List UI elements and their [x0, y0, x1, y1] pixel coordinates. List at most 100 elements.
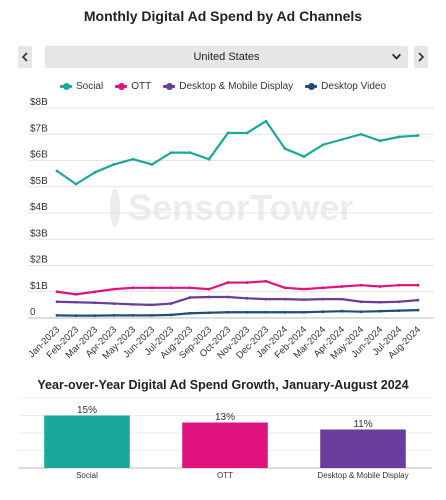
- data-point-social[interactable]: [416, 134, 420, 137]
- bar-ott[interactable]: [182, 422, 268, 469]
- data-point-ott[interactable]: [416, 283, 420, 287]
- data-point-desktop-video[interactable]: [378, 309, 382, 313]
- data-point-social[interactable]: [150, 163, 154, 166]
- data-point-desktop-video[interactable]: [207, 311, 211, 315]
- chevron-down-icon: [392, 53, 401, 60]
- data-point-social[interactable]: [321, 143, 325, 147]
- data-point-desktop-video[interactable]: [416, 308, 420, 312]
- data-point-desktop-video[interactable]: [169, 313, 173, 317]
- data-point-ott[interactable]: [169, 286, 173, 290]
- series-line-desktop-and-mobile-display[interactable]: [55, 295, 420, 306]
- data-point-desktop-and-mobile-display[interactable]: [359, 300, 363, 304]
- data-point-desktop-video[interactable]: [93, 314, 97, 318]
- series-line-desktop-video[interactable]: [55, 309, 420, 317]
- data-point-social[interactable]: [55, 169, 59, 173]
- data-point-social[interactable]: [131, 157, 135, 161]
- data-point-desktop-and-mobile-display[interactable]: [340, 297, 344, 301]
- data-point-social[interactable]: [226, 131, 230, 135]
- legend-item-social[interactable]: Social: [59, 81, 103, 92]
- data-point-ott[interactable]: [112, 287, 116, 291]
- data-point-desktop-and-mobile-display[interactable]: [207, 295, 211, 299]
- data-point-desktop-and-mobile-display[interactable]: [245, 296, 249, 300]
- data-point-ott[interactable]: [55, 290, 59, 294]
- series-line-social[interactable]: [55, 120, 420, 186]
- data-point-desktop-and-mobile-display[interactable]: [283, 297, 287, 301]
- data-point-ott[interactable]: [74, 292, 78, 296]
- data-point-desktop-video[interactable]: [74, 314, 78, 318]
- line-chart: 0$1B$2B$3B$4B$5B$6B$7B$8BJan-2023Feb-202…: [26, 98, 434, 362]
- country-select[interactable]: United States: [45, 46, 408, 68]
- data-point-social[interactable]: [359, 132, 363, 136]
- data-point-social[interactable]: [245, 131, 249, 135]
- y-tick-label: 0: [30, 307, 36, 318]
- data-point-ott[interactable]: [397, 283, 401, 287]
- data-point-desktop-video[interactable]: [302, 310, 306, 314]
- data-point-desktop-video[interactable]: [283, 310, 287, 314]
- data-point-desktop-video[interactable]: [150, 313, 154, 317]
- data-point-desktop-and-mobile-display[interactable]: [302, 298, 306, 302]
- data-point-social[interactable]: [207, 157, 211, 161]
- data-point-social[interactable]: [340, 138, 344, 141]
- data-point-desktop-and-mobile-display[interactable]: [169, 302, 173, 305]
- data-point-ott[interactable]: [131, 286, 135, 290]
- data-point-social[interactable]: [93, 170, 97, 174]
- data-point-ott[interactable]: [188, 286, 192, 290]
- bar-data-label: 15%: [77, 405, 97, 416]
- data-point-social[interactable]: [264, 119, 268, 123]
- data-point-desktop-and-mobile-display[interactable]: [93, 301, 97, 305]
- data-point-desktop-and-mobile-display[interactable]: [397, 300, 401, 304]
- data-point-ott[interactable]: [93, 290, 97, 294]
- data-point-social[interactable]: [283, 147, 287, 151]
- data-point-desktop-and-mobile-display[interactable]: [150, 303, 154, 307]
- next-button[interactable]: [414, 46, 428, 68]
- data-point-social[interactable]: [378, 139, 382, 143]
- data-point-desktop-and-mobile-display[interactable]: [416, 298, 420, 302]
- data-point-ott[interactable]: [245, 281, 249, 284]
- bar-desktop-and-mobile-display[interactable]: [320, 429, 406, 469]
- data-point-desktop-and-mobile-display[interactable]: [188, 296, 192, 299]
- data-point-social[interactable]: [302, 155, 306, 158]
- data-point-social[interactable]: [169, 151, 173, 155]
- data-point-ott[interactable]: [207, 287, 211, 291]
- data-point-desktop-video[interactable]: [131, 313, 135, 317]
- legend-item-desktop-video[interactable]: Desktop Video: [305, 81, 386, 92]
- legend-item-desktop-and-mobile-display[interactable]: Desktop & Mobile Display: [163, 81, 293, 92]
- data-point-ott[interactable]: [321, 286, 325, 290]
- legend-label: OTT: [131, 80, 152, 92]
- series-line-ott[interactable]: [55, 280, 420, 296]
- data-point-desktop-video[interactable]: [264, 310, 268, 314]
- data-point-ott[interactable]: [264, 279, 268, 283]
- data-point-desktop-and-mobile-display[interactable]: [378, 300, 382, 304]
- data-point-desktop-video[interactable]: [226, 310, 230, 314]
- data-point-ott[interactable]: [302, 287, 306, 291]
- data-point-ott[interactable]: [378, 285, 382, 288]
- data-point-desktop-video[interactable]: [245, 310, 249, 314]
- data-point-desktop-and-mobile-display[interactable]: [131, 302, 135, 306]
- data-point-desktop-and-mobile-display[interactable]: [264, 297, 268, 301]
- data-point-social[interactable]: [397, 135, 401, 139]
- legend-item-ott[interactable]: OTT: [115, 81, 151, 92]
- data-point-desktop-video[interactable]: [112, 313, 116, 317]
- data-point-ott[interactable]: [340, 285, 344, 288]
- data-point-desktop-video[interactable]: [340, 309, 344, 313]
- data-point-ott[interactable]: [226, 281, 230, 284]
- prev-button[interactable]: [18, 46, 32, 68]
- data-point-desktop-video[interactable]: [188, 311, 192, 315]
- data-point-desktop-and-mobile-display[interactable]: [74, 300, 78, 304]
- data-point-ott[interactable]: [283, 286, 287, 290]
- chevron-left-icon: [21, 52, 28, 62]
- data-point-social[interactable]: [188, 151, 192, 155]
- data-point-social[interactable]: [74, 182, 78, 186]
- data-point-desktop-video[interactable]: [321, 310, 325, 314]
- data-point-ott[interactable]: [359, 283, 363, 287]
- data-point-social[interactable]: [112, 163, 116, 166]
- data-point-desktop-and-mobile-display[interactable]: [112, 302, 116, 305]
- data-point-desktop-and-mobile-display[interactable]: [55, 300, 59, 304]
- data-point-ott[interactable]: [150, 286, 154, 290]
- data-point-desktop-video[interactable]: [397, 309, 401, 313]
- data-point-desktop-video[interactable]: [359, 310, 363, 314]
- data-point-desktop-and-mobile-display[interactable]: [321, 297, 325, 301]
- bar-social[interactable]: [44, 415, 130, 469]
- data-point-desktop-and-mobile-display[interactable]: [226, 295, 230, 299]
- data-point-desktop-video[interactable]: [55, 313, 59, 317]
